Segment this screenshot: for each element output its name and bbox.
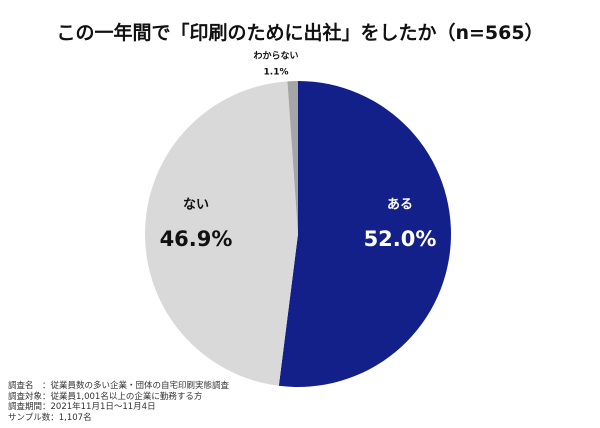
slice-value-label: 46.9% — [160, 227, 233, 251]
slice-label: ない — [183, 198, 209, 213]
slice-label: ある — [387, 198, 413, 213]
slice-label: わからない — [253, 51, 298, 62]
slice-value-label: 1.1% — [264, 68, 289, 78]
note-line: 調査名 ：従業員数の多い企業・団体の自宅印刷実態調査 — [8, 381, 230, 391]
chart-title: この一年間で「印刷のために出社」をしたか（n=565） — [56, 22, 544, 44]
note-line: 調査対象：従業員1,001名以上の企業に勤務する方 — [8, 391, 203, 402]
pie-slice-2 — [287, 81, 298, 234]
pie-slice-1 — [145, 81, 298, 386]
note-line: 調査期間：2021年11月1日〜11月4日 — [8, 402, 156, 412]
pie-slice-0 — [278, 81, 451, 387]
slice-value-label: 52.0% — [364, 227, 437, 251]
note-line: サンプル数：1,107名 — [8, 412, 92, 423]
survey-notes: 調査名 ：従業員数の多い企業・団体の自宅印刷実態調査 調査対象：従業員1,001… — [8, 381, 229, 423]
